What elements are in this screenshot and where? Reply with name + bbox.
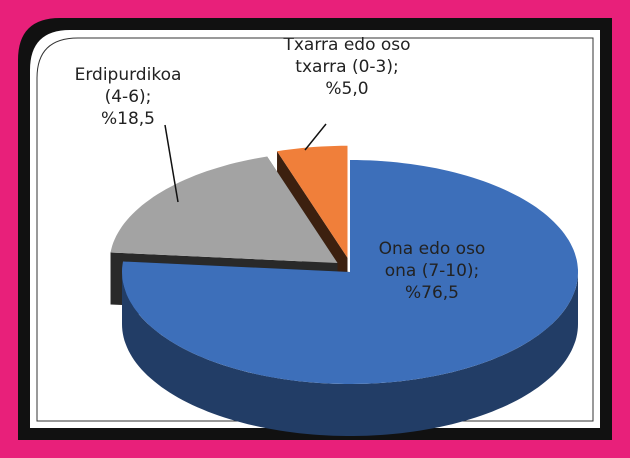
category-label: Erdipurdikoa (4-6); <box>74 65 182 107</box>
category-label: Ona edo oso ona (7-10); <box>378 239 486 281</box>
value-label: %18,5 <box>100 109 155 129</box>
slice-label: Txarra edo oso txarra (0-3); %5,0 <box>282 34 412 100</box>
slice-label: Erdipurdikoa (4-6); %18,5 <box>72 64 184 130</box>
value-label: %76,5 <box>404 283 459 303</box>
slice-label: Ona edo oso ona (7-10); %76,5 <box>372 238 492 304</box>
slice <box>110 156 338 263</box>
slice <box>122 160 578 384</box>
leader-line <box>164 124 179 203</box>
slice <box>277 145 348 258</box>
category-label: Txarra edo oso txarra (0-3); <box>283 35 411 77</box>
pie <box>110 145 578 436</box>
slice-side <box>122 272 578 436</box>
value-label: %5,0 <box>325 79 369 99</box>
leader-line <box>304 123 327 151</box>
